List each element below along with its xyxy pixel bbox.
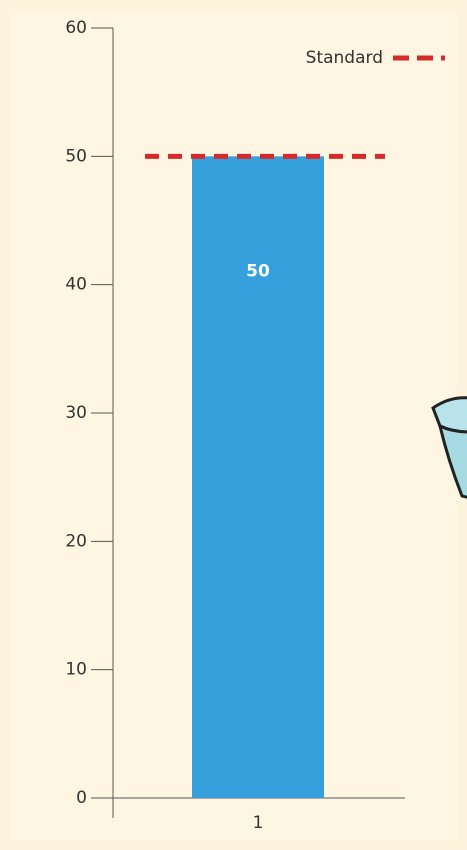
data-label: 50 [246, 261, 270, 281]
y-tick-label: 60 [65, 18, 87, 38]
pot-illustration [431, 396, 467, 499]
y-tick-label: 30 [65, 403, 87, 423]
bar [192, 156, 324, 799]
x-tick-label: 1 [253, 813, 264, 833]
y-tick-label: 20 [65, 531, 87, 551]
legend-label: Standard [306, 48, 383, 68]
y-tick-label: 40 [65, 275, 87, 295]
y-tick-label: 50 [65, 146, 87, 166]
y-tick-label: 0 [76, 788, 87, 808]
y-tick-label: 10 [65, 660, 87, 680]
